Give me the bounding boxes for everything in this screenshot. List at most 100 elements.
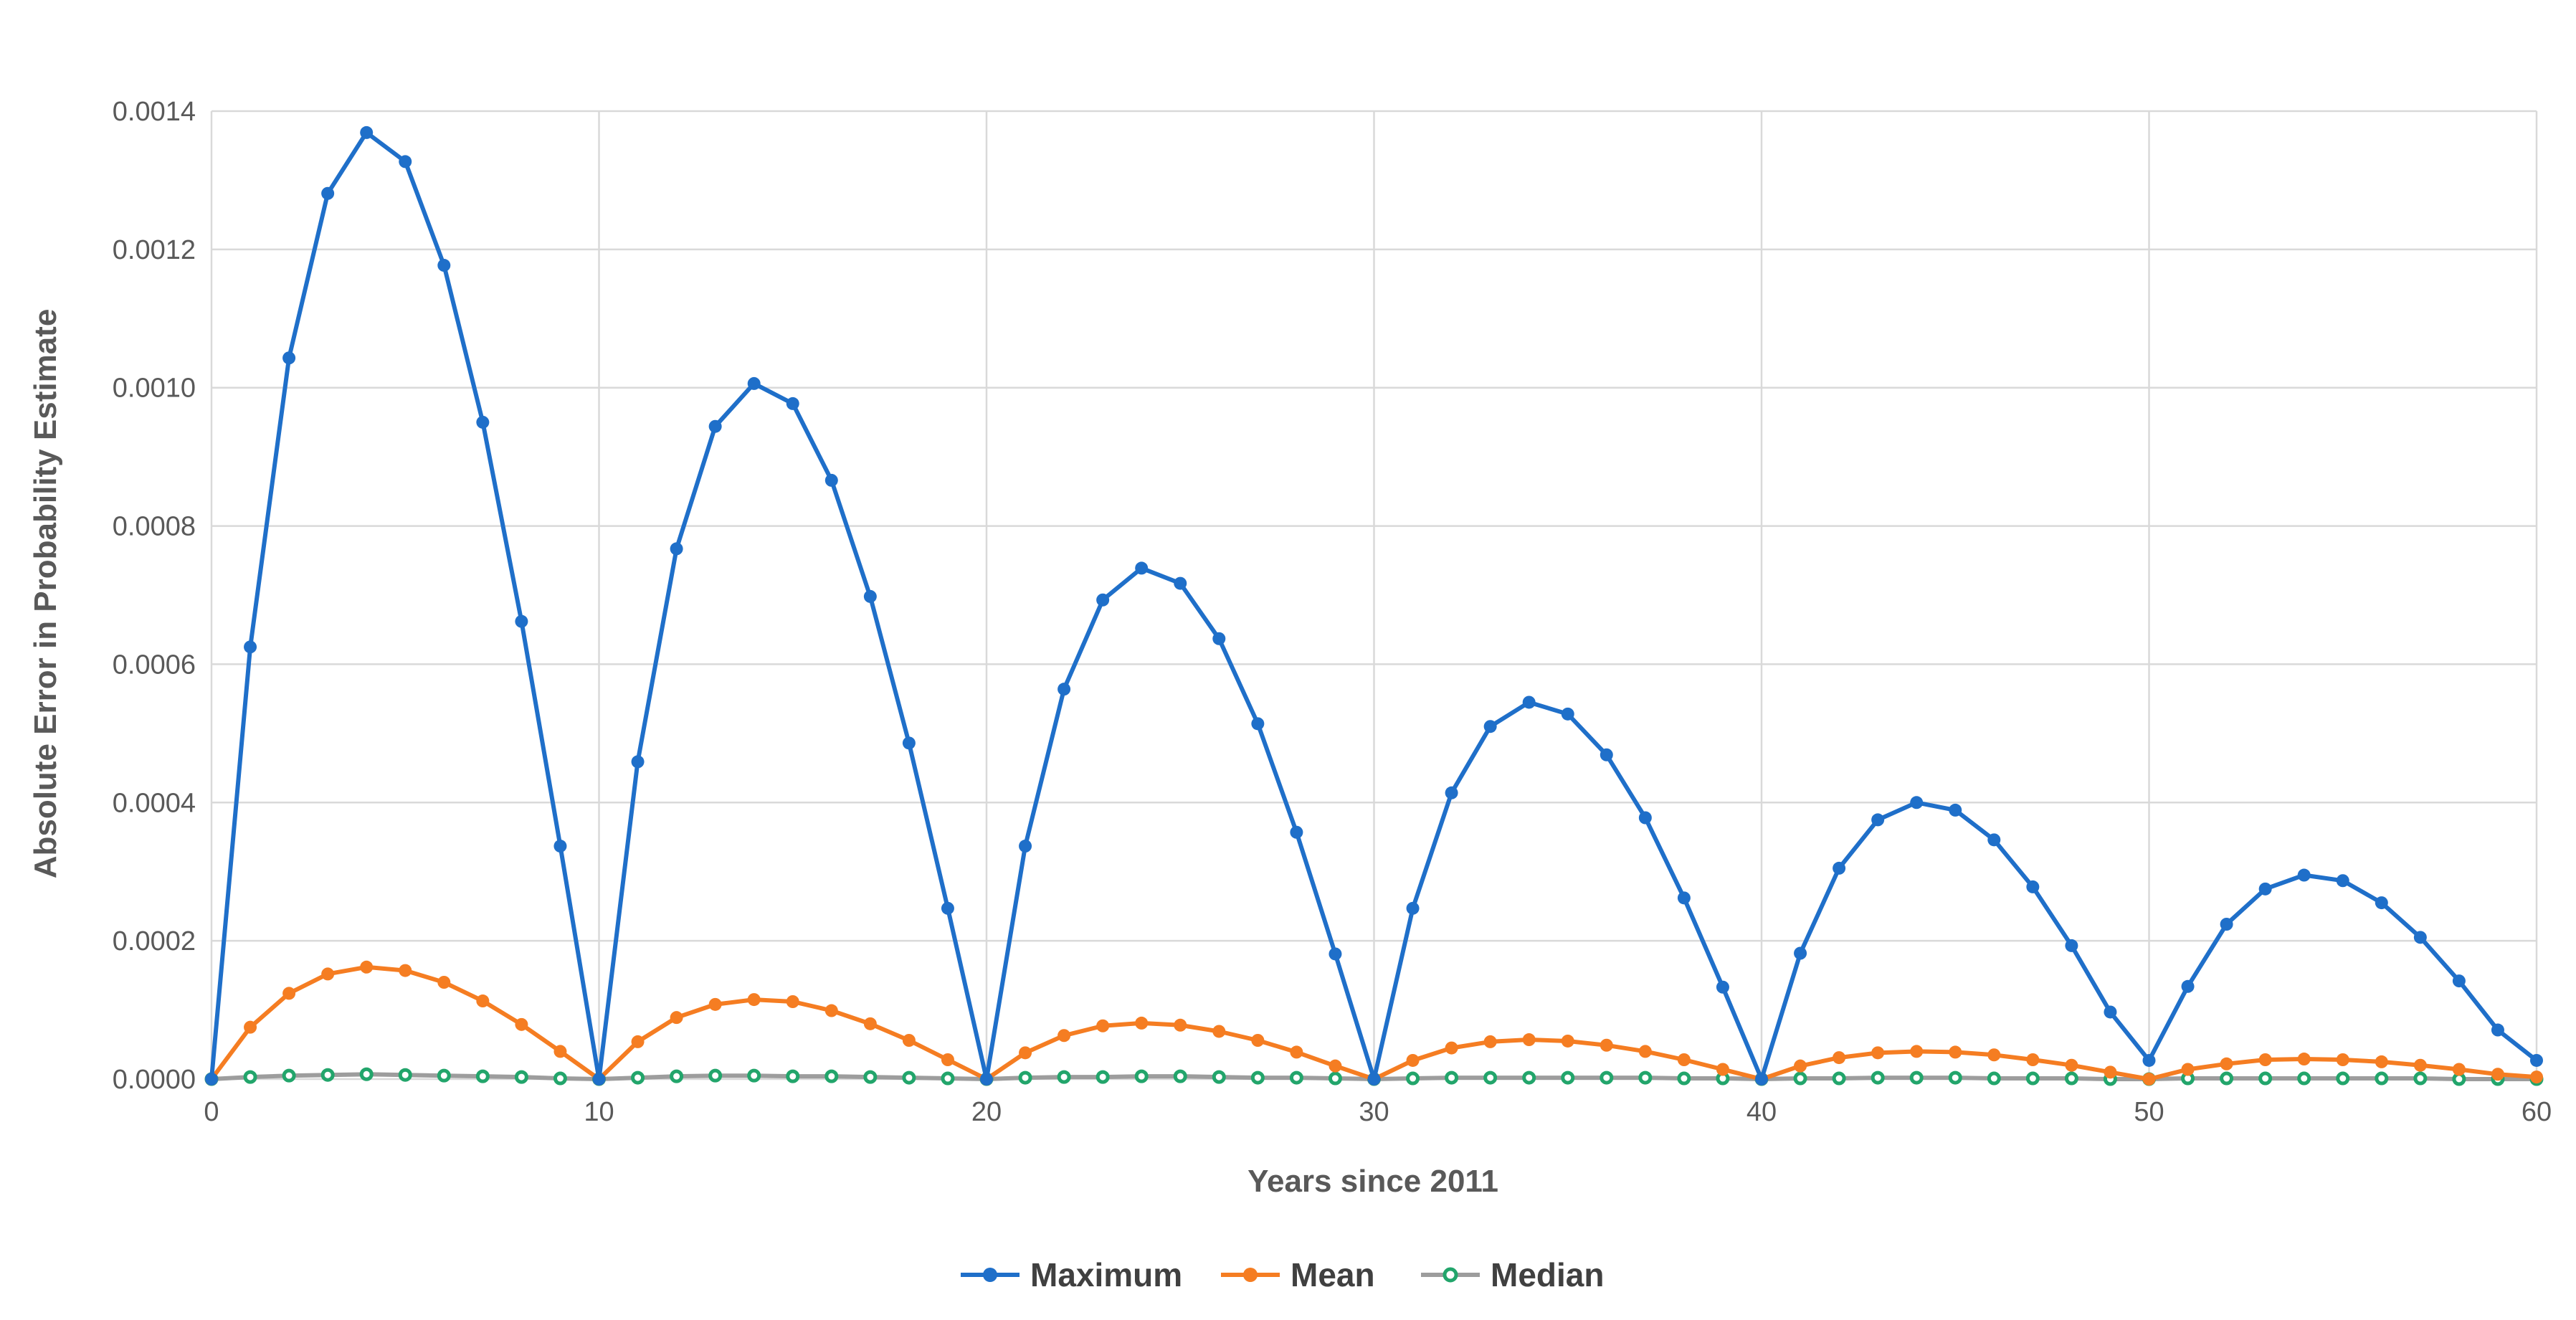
data-point [2026, 880, 2040, 893]
data-point [359, 1067, 374, 1081]
data-point [1561, 1034, 1574, 1048]
data-point [1600, 1038, 1613, 1052]
data-point [1949, 1045, 1962, 1059]
data-point [2413, 1071, 2428, 1086]
x-tick-label: 20 [971, 1097, 1002, 1127]
data-point [1135, 561, 1149, 575]
data-point [2413, 1058, 2427, 1072]
data-point [747, 993, 761, 1007]
data-point [824, 1069, 839, 1083]
y-tick-label: 0.0008 [113, 512, 196, 542]
legend-swatch-marker [1243, 1268, 1258, 1282]
data-point [2452, 1063, 2466, 1076]
data-point [2258, 882, 2272, 896]
legend-swatch-marker [1443, 1267, 1458, 1283]
data-point [2220, 1057, 2233, 1070]
data-point [1522, 1033, 1536, 1047]
data-point [244, 640, 257, 654]
data-point [282, 351, 296, 365]
data-point [399, 155, 412, 168]
legend-item-mean: Mean [1221, 1256, 1375, 1293]
legend-label: Maximum [1030, 1256, 1182, 1293]
data-point [2065, 939, 2078, 952]
data-point [321, 967, 335, 981]
data-point [2491, 1023, 2504, 1037]
data-point [1910, 1045, 1924, 1058]
data-point [1173, 1069, 1187, 1083]
legend-swatch-marker [983, 1268, 997, 1282]
data-point [824, 1004, 838, 1017]
data-point [1134, 1069, 1149, 1083]
data-point [2064, 1071, 2078, 1086]
data-point [1561, 707, 1574, 721]
data-point [592, 1073, 606, 1086]
data-point [670, 1011, 683, 1025]
gridlines [210, 110, 2538, 1081]
data-point [2181, 979, 2195, 993]
data-point [1871, 813, 1885, 827]
data-point [824, 473, 838, 487]
data-point [553, 1045, 567, 1058]
data-point [2336, 1071, 2350, 1086]
data-point [360, 960, 374, 974]
data-point [1406, 1071, 1420, 1086]
data-point [2530, 1053, 2543, 1067]
data-point [1600, 1070, 1614, 1085]
data-point [1289, 1070, 1303, 1085]
data-point [863, 1017, 877, 1030]
data-point [1135, 1016, 1149, 1030]
data-point [437, 1068, 451, 1083]
x-tick-label: 10 [584, 1097, 614, 1127]
data-point [1250, 1070, 1265, 1085]
data-point [2375, 1071, 2389, 1086]
data-point [1212, 632, 1226, 645]
data-point [631, 1070, 645, 1085]
data-point [786, 397, 799, 410]
data-point [475, 1069, 490, 1083]
data-point [786, 995, 799, 1008]
data-point [1212, 1070, 1226, 1084]
x-tick-label: 60 [2522, 1097, 2552, 1127]
data-point [1638, 1045, 1652, 1058]
y-tick-label: 0.0006 [113, 650, 196, 680]
data-point [1833, 861, 1846, 875]
data-point [670, 1069, 684, 1083]
data-point [2530, 1070, 2543, 1084]
data-point [708, 419, 722, 433]
data-point [1638, 811, 1652, 825]
x-axis-ticks: 0 10 20 30 40 50 60 [204, 1097, 2552, 1127]
data-point [1174, 1018, 1187, 1032]
data-point [1948, 1070, 1962, 1085]
data-point [2491, 1068, 2504, 1081]
y-axis-title: Absolute Error in Probability Estimate [28, 309, 63, 879]
data-point [1174, 576, 1187, 590]
data-point [1251, 1034, 1265, 1047]
y-tick-label: 0.0010 [113, 374, 196, 404]
data-point [1987, 1048, 2001, 1062]
data-point [863, 589, 877, 603]
data-point [1794, 946, 1807, 960]
data-point [476, 994, 490, 1008]
data-point [1406, 1053, 1420, 1067]
data-point [1793, 1071, 1807, 1086]
x-tick-label: 50 [2134, 1097, 2164, 1127]
data-point [282, 1068, 296, 1083]
data-point [902, 1034, 916, 1047]
y-tick-label: 0.0000 [113, 1065, 196, 1095]
data-point [2375, 1055, 2388, 1068]
data-point [1909, 1070, 1924, 1085]
data-point [786, 1069, 800, 1083]
data-point [514, 1070, 528, 1084]
y-tick-label: 0.0014 [113, 97, 196, 127]
data-point [631, 755, 645, 769]
data-point [1406, 901, 1420, 915]
data-point [670, 542, 683, 556]
data-point [1445, 786, 1458, 799]
data-point [1987, 1071, 2001, 1086]
data-point [1329, 947, 1342, 961]
data-point [244, 1020, 257, 1034]
data-point [2375, 896, 2388, 910]
data-point [1057, 1070, 1071, 1084]
data-point [2336, 1053, 2349, 1066]
